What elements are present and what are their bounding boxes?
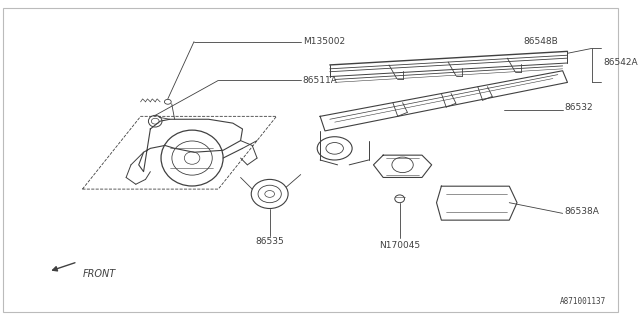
Text: 86538A: 86538A	[564, 207, 600, 216]
Text: 86535: 86535	[255, 237, 284, 246]
Text: M135002: M135002	[303, 37, 345, 46]
Text: 86511A: 86511A	[303, 76, 337, 85]
Text: A871001137: A871001137	[560, 297, 606, 306]
Text: N170045: N170045	[379, 241, 420, 250]
Text: 86532: 86532	[564, 103, 593, 112]
Text: FRONT: FRONT	[83, 269, 116, 279]
Text: 86542A: 86542A	[604, 59, 638, 68]
Text: 86548B: 86548B	[524, 37, 559, 46]
